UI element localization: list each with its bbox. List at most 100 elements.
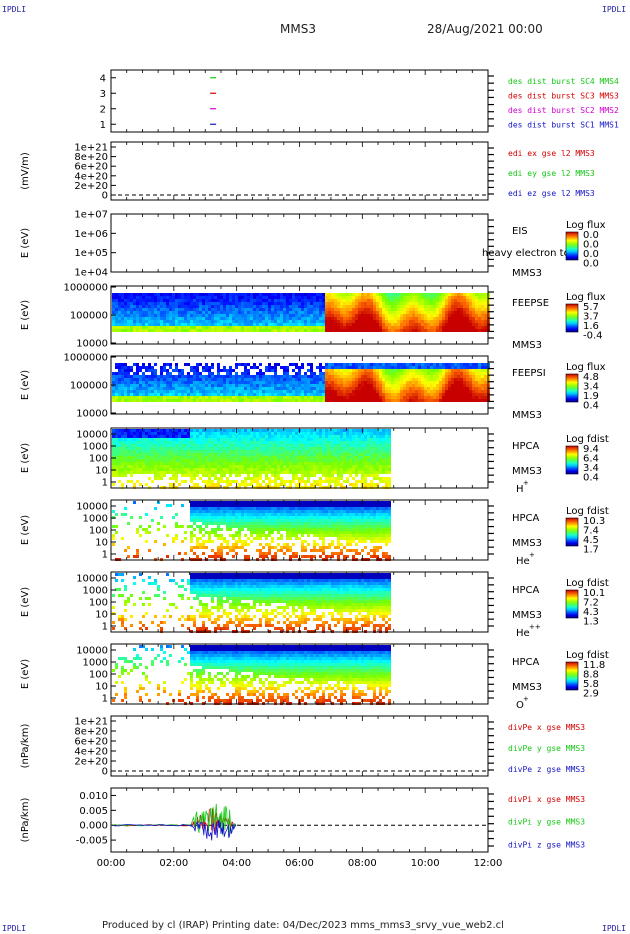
instrument-label-hpca_he: HPCA (512, 513, 540, 524)
species-label-hpca_he: He (516, 556, 530, 567)
y-tick-label-hpca_o-1: 1000 (83, 658, 108, 669)
colorbar-tick-feepse-1: 3.7 (583, 312, 599, 323)
colorbar-tick-hpca_o-2: 5.8 (583, 679, 599, 690)
y-tick-label-hpca_he-3: 10 (95, 538, 108, 549)
y-axis-label-feepse: E (eV) (20, 300, 31, 330)
y-tick-label-burst-3: 4 (100, 73, 106, 84)
right-ticks-burst (488, 75, 494, 127)
right-ticks-feepsi (488, 361, 494, 409)
right-ticks-divpi (488, 793, 494, 847)
colorbar-tick-feepse-0: 5.7 (583, 302, 599, 313)
colorbar-tick-feepsi-2: 1.9 (583, 391, 599, 402)
corner-label-top-left: IPDLI (2, 5, 27, 14)
colorbar-tick-hpca_o-0: 11.8 (583, 660, 605, 671)
y-tick-label-hpca_he2-3: 10 (95, 610, 108, 621)
charge-label-hpca_h: + (523, 479, 529, 487)
y-axis-label-feepsi: E (eV) (20, 370, 31, 400)
colorbar-hpca_he2 (565, 589, 579, 619)
colorbar-hpca_he (565, 517, 579, 547)
legend-entry-divpe-0: divPe x gse MMS3 (508, 723, 585, 732)
corner-label-bottom-left: IPDLI (2, 924, 27, 933)
colorbar-hpca_h (565, 445, 579, 475)
colorbar-tick-hpca_he-3: 1.7 (583, 545, 599, 556)
y-tick-label-hpca_o-2: 100 (89, 670, 108, 681)
spectrogram-hpca_o (112, 645, 391, 705)
y-tick-label-divpe-4: 2e+20 (74, 757, 108, 768)
colorbar-tick-feepse-3: -0.4 (583, 331, 603, 342)
colorbar-tick-hpca_he2-0: 10.1 (583, 588, 605, 599)
minor-ticks-eis (110, 214, 489, 272)
y-axis-label-hpca_he2: E (eV) (20, 587, 31, 617)
spectrogram-feepsi (112, 363, 490, 402)
y-tick-label-divpe-0: 1e+21 (74, 717, 108, 728)
minor-ticks-hpca_he2 (110, 572, 489, 632)
legend-entry-divpe-2: divPe z gse MMS3 (508, 765, 585, 774)
y-tick-label-divpe-3: 4e+20 (74, 747, 108, 758)
colorbar-tick-hpca_he2-3: 1.3 (583, 617, 599, 628)
colorbar-tick-hpca_he2-1: 7.2 (583, 598, 599, 609)
panel-frame-burst (110, 69, 489, 133)
colorbar-tick-hpca_h-2: 3.4 (583, 463, 599, 474)
species-label-hpca_o: O (516, 700, 524, 711)
y-tick-label-eis-0: 1e+07 (74, 210, 108, 221)
time-tick-label-1: 02:00 (159, 858, 188, 869)
y-tick-label-hpca_he-0: 10000 (76, 502, 108, 513)
minor-ticks-feepse (110, 286, 489, 344)
right-ticks-hpca_h (488, 433, 494, 483)
y-tick-label-hpca_he-1: 1000 (83, 514, 108, 525)
y-tick-label-divpe-2: 6e+20 (74, 737, 108, 748)
y-tick-label-hpca_h-1: 1000 (83, 442, 108, 453)
panel-frame-edi (110, 141, 489, 201)
colorbar-feepse (565, 303, 579, 333)
legend-entry-burst-1: des dist burst SC3 MMS3 (508, 92, 619, 101)
y-axis-label-hpca_h: E (eV) (20, 443, 31, 473)
colorbar-tick-hpca_he-1: 7.4 (583, 526, 599, 537)
colorbar-tick-feepsi-1: 3.4 (583, 382, 599, 393)
colorbar-tick-feepsi-3: 0.4 (583, 401, 599, 412)
colorbar-title-hpca_he: Log fdist (566, 506, 609, 517)
spacecraft-label-feepsi: MMS3 (512, 410, 542, 421)
time-tick-label-2: 04:00 (222, 858, 251, 869)
y-axis-label-eis: E (eV) (20, 228, 31, 258)
instrument-label-hpca_he2: HPCA (512, 585, 540, 596)
y-tick-label-hpca_he2-0: 10000 (76, 574, 108, 585)
colorbar-tick-feepsi-0: 4.8 (583, 372, 599, 383)
y-tick-label-edi-0: 1e+21 (74, 143, 108, 154)
charge-label-hpca_he2: ++ (529, 623, 541, 631)
y-tick-label-hpca_he2-1: 1000 (83, 586, 108, 597)
instrument-label-hpca_o: HPCA (512, 657, 540, 668)
colorbar-title-feepse: Log flux (566, 292, 606, 303)
y-tick-label-hpca_h-4: 1 (102, 478, 108, 489)
charge-label-hpca_he: + (529, 551, 535, 559)
y-tick-label-burst-0: 1 (100, 120, 106, 131)
y-tick-label-hpca_he2-4: 1 (102, 622, 108, 633)
colorbar-tick-eis-1: 0.0 (583, 240, 599, 251)
spectrogram-hpca_he (112, 501, 391, 561)
y-tick-label-hpca_o-3: 10 (95, 682, 108, 693)
y-axis-label-hpca_he: E (eV) (20, 515, 31, 545)
legend-entry-burst-3: des dist burst SC1 MMS1 (508, 121, 619, 130)
y-tick-label-burst-2: 3 (100, 89, 106, 100)
colorbar-tick-hpca_o-3: 2.9 (583, 689, 599, 700)
spectrogram-feepse (112, 293, 490, 332)
right-ticks-feepse (488, 291, 494, 339)
right-ticks-eis (488, 219, 494, 267)
right-ticks-hpca_he (488, 505, 494, 555)
y-tick-label-divpe-5: 0 (102, 767, 108, 778)
panel-frame-eis (110, 213, 489, 273)
minor-ticks-divpi (110, 788, 489, 852)
overlay-text-eis: heavy electron tof (482, 248, 574, 259)
right-ticks-hpca_he2 (488, 577, 494, 627)
minor-ticks-hpca_h (110, 428, 489, 488)
panel-frame-divpi (110, 787, 489, 853)
instrument-label-feepsi: FEEPSI (512, 368, 546, 379)
colorbar-title-hpca_he2: Log fdist (566, 578, 609, 589)
y-tick-label-eis-3: 1e+04 (74, 268, 108, 279)
time-tick-label-3: 06:00 (285, 858, 314, 869)
y-tick-label-eis-1: 1e+06 (74, 229, 108, 240)
minor-ticks-divpe (110, 716, 489, 776)
corner-label-bottom-right: IPDLI (602, 924, 627, 933)
y-axis-label-edi: (mV/m) (20, 152, 31, 190)
y-tick-label-edi-1: 8e+20 (74, 152, 108, 163)
